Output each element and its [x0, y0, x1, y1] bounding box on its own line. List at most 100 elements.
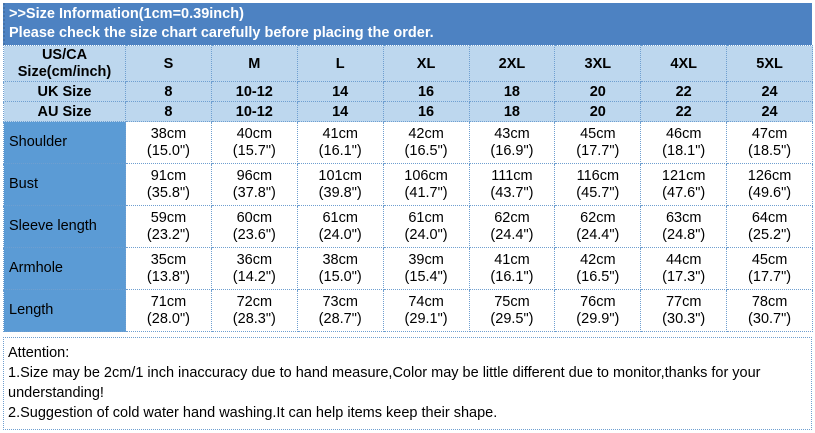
corner-label-line2: Size(cm/inch) [17, 63, 112, 80]
measurement-cell: 45cm (17.7") [554, 121, 642, 164]
measurement-cm: 47cm [751, 125, 788, 142]
header-cell-au-size-value: 14 [296, 101, 384, 122]
measurement-cell: 38cm (15.0") [296, 247, 384, 290]
measurement-cm: 41cm [494, 251, 530, 268]
measurement-inch: (41.7") [404, 184, 448, 201]
header-cell-size: 3XL [554, 45, 642, 82]
header-cell-au-size-value: 8 [125, 101, 212, 122]
measurement-cell: 64cm (25.2") [726, 205, 813, 248]
measurement-cm: 106cm [404, 167, 448, 184]
header-cell-size: 5XL [726, 45, 813, 82]
table-row: Shoulder 38cm (15.0") 40cm (15.7") 41cm (16… [3, 121, 813, 164]
header-cell-au-size-label: AU Size [3, 101, 126, 122]
measurement-cm: 91cm [150, 167, 187, 184]
measurement-cm: 45cm [580, 125, 616, 142]
attention-notes: Attention: 1.Size may be 2cm/1 inch inac… [3, 337, 812, 430]
corner-label-line1: US/CA [41, 46, 88, 63]
measurement-cell: 42cm (16.5") [554, 247, 642, 290]
measurement-cm: 121cm [661, 167, 706, 184]
header-cell-uk-size-value: 10-12 [210, 81, 298, 102]
table-row: Sleeve length 59cm (23.2") 60cm (23.6") 61… [3, 205, 813, 248]
measurement-cell: 60cm (23.6") [210, 205, 298, 248]
measurement-cm: 36cm [236, 251, 273, 268]
measurement-cm: 101cm [318, 167, 362, 184]
measurement-cell: 77cm (30.3") [640, 289, 728, 332]
size-information-banner: >>Size Information(1cm=0.39inch) Please … [3, 3, 812, 45]
header-cell-size: L [296, 45, 384, 82]
measurement-cell: 47cm (18.5") [726, 121, 813, 164]
measurement-cm: 71cm [150, 293, 187, 310]
measurement-cm: 39cm [408, 251, 444, 268]
measurement-cell: 61cm (24.0") [382, 205, 470, 248]
measurement-inch: (23.6") [232, 226, 276, 243]
header-cell-size: XL [382, 45, 470, 82]
measurement-cell: 101cm (39.8") [296, 163, 384, 206]
measurement-inch: (47.6") [662, 184, 706, 201]
banner-subtitle-line: Please check the size chart carefully be… [9, 25, 434, 41]
header-cell-uk-size-value: 22 [640, 81, 728, 102]
row-label-armhole: Armhole [3, 247, 126, 290]
attention-note-1: 1.Size may be 2cm/1 inch inaccuracy due … [8, 365, 761, 381]
measurement-cell: 96cm (37.8") [210, 163, 298, 206]
measurement-cell: 36cm (14.2") [210, 247, 298, 290]
measurement-cell: 71cm (28.0") [125, 289, 212, 332]
measurement-inch: (16.9") [490, 142, 534, 159]
measurement-inch: (15.0") [318, 268, 362, 285]
measurement-cm: 72cm [236, 293, 273, 310]
measurement-cm: 76cm [580, 293, 616, 310]
table-row: Bust 91cm (35.8") 96cm (37.8") 101cm (39.8"… [3, 163, 813, 206]
row-label-bust: Bust [3, 163, 126, 206]
measurement-cm: 126cm [747, 167, 792, 184]
measurement-inch: (24.4") [576, 226, 620, 243]
measurement-inch: (49.6") [748, 184, 792, 201]
measurement-inch: (24.4") [490, 226, 534, 243]
header-cell-uk-size-value: 20 [554, 81, 642, 102]
row-label-shoulder: Shoulder [3, 121, 126, 164]
measurement-cell: 40cm (15.7") [210, 121, 298, 164]
measurement-cell: 42cm (16.5") [382, 121, 470, 164]
measurement-inch: (37.8") [232, 184, 276, 201]
size-table: US/CA Size(cm/inch) S M L XL 2XL 3XL 4XL… [3, 45, 813, 332]
measurement-cell: 91cm (35.8") [125, 163, 212, 206]
measurement-inch: (24.0") [318, 226, 362, 243]
measurement-inch: (28.0") [146, 310, 190, 327]
header-cell-uk-size-label: UK Size [3, 81, 126, 102]
measurement-cell: 38cm (15.0") [125, 121, 212, 164]
table-header-row-uk-size: UK Size 8 10-12 14 16 18 20 22 24 [3, 81, 813, 102]
measurement-cm: 116cm [576, 167, 620, 184]
measurement-cell: 46cm (18.1") [640, 121, 728, 164]
measurement-cm: 42cm [408, 125, 444, 142]
measurement-cm: 46cm [665, 125, 702, 142]
measurement-cell: 59cm (23.2") [125, 205, 212, 248]
measurement-cell: 73cm (28.7") [296, 289, 384, 332]
measurement-inch: (28.7") [318, 310, 362, 327]
measurement-inch: (28.3") [232, 310, 276, 327]
measurement-cell: 61cm (24.0") [296, 205, 384, 248]
measurement-cell: 72cm (28.3") [210, 289, 298, 332]
measurement-inch: (35.8") [146, 184, 190, 201]
measurement-cell: 39cm (15.4") [382, 247, 470, 290]
header-cell-au-size-value: 20 [554, 101, 642, 122]
measurement-inch: (43.7") [490, 184, 534, 201]
measurement-cm: 41cm [322, 125, 358, 142]
measurement-inch: (24.8") [662, 226, 706, 243]
row-label-length: Length [3, 289, 126, 332]
measurement-cm: 78cm [751, 293, 788, 310]
measurement-inch: (39.8") [318, 184, 362, 201]
measurement-inch: (25.2") [748, 226, 792, 243]
measurement-cell: 121cm (47.6") [640, 163, 728, 206]
table-header-row-sizes: US/CA Size(cm/inch) S M L XL 2XL 3XL 4XL… [3, 45, 813, 82]
measurement-cm: 42cm [580, 251, 616, 268]
measurement-cm: 61cm [408, 209, 444, 226]
attention-note-1-continued: understanding! [8, 385, 104, 401]
measurement-cell: 45cm (17.7") [726, 247, 813, 290]
measurement-inch: (18.5") [748, 142, 792, 159]
measurement-cell: 41cm (16.1") [468, 247, 556, 290]
measurement-inch: (16.1") [318, 142, 362, 159]
measurement-cell: 111cm (43.7") [468, 163, 556, 206]
measurement-cell: 126cm (49.6") [726, 163, 813, 206]
measurement-cm: 63cm [665, 209, 702, 226]
measurement-cm: 35cm [150, 251, 187, 268]
header-cell-au-size-value: 24 [726, 101, 813, 122]
